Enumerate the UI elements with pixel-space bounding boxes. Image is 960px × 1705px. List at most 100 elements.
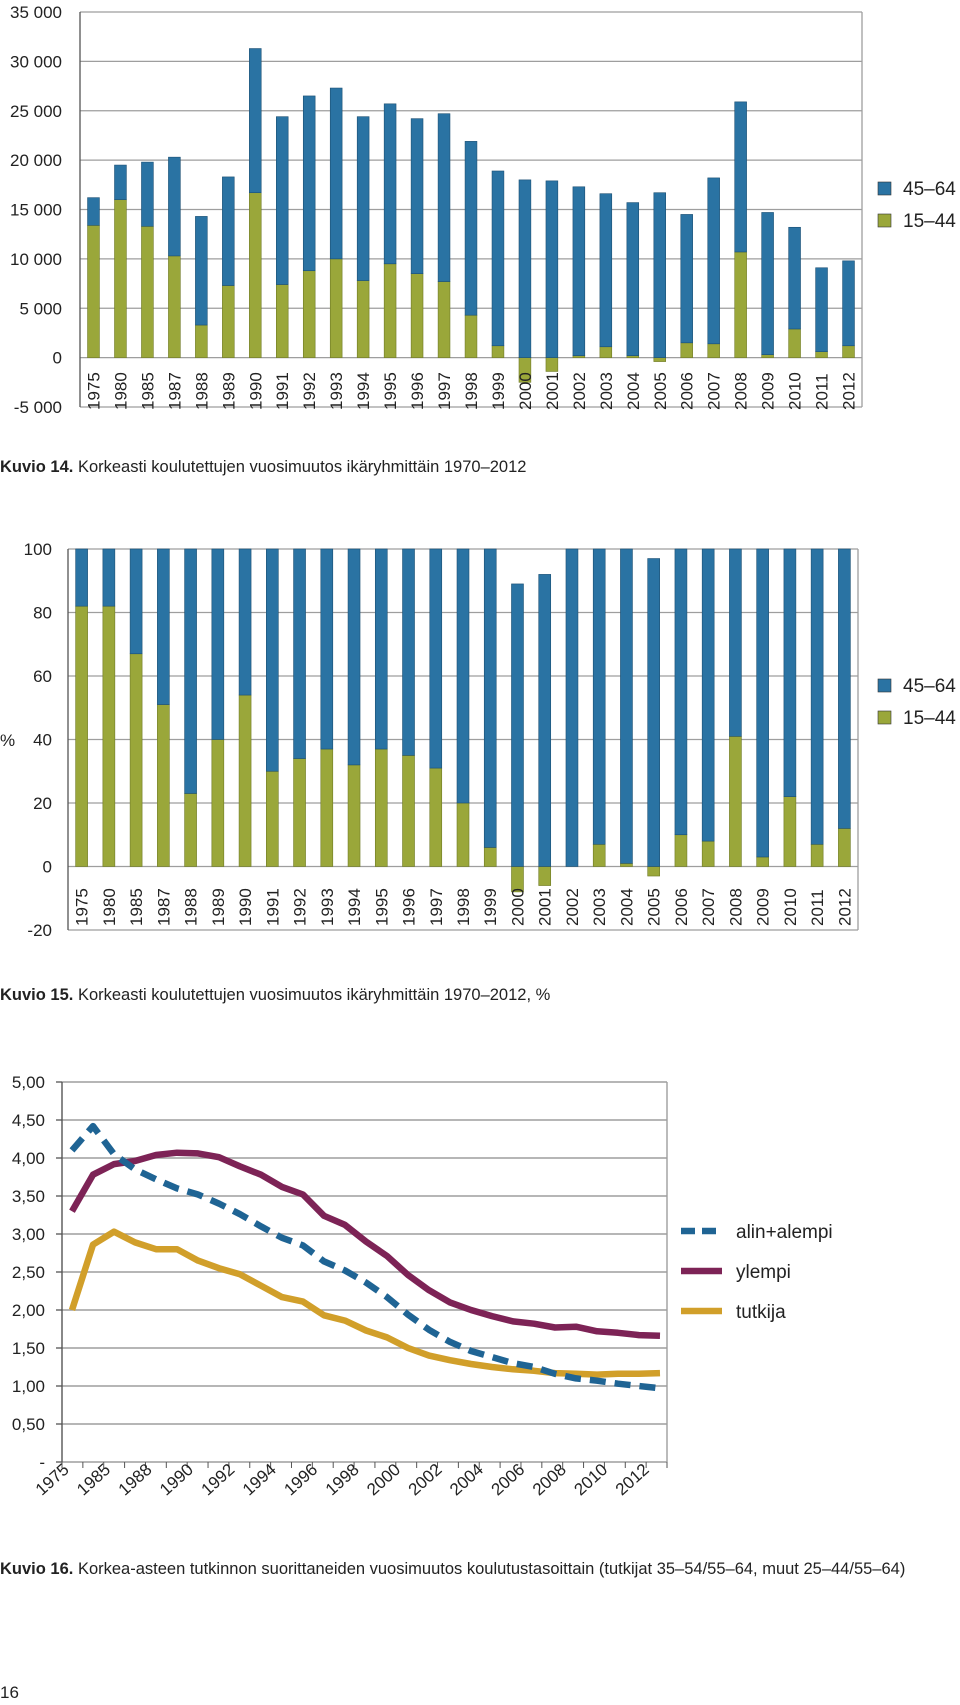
page-number: 16 (0, 1683, 19, 1702)
bar-15-44 (266, 770, 279, 867)
x-tick-label: 2001 (536, 888, 555, 926)
y-tick-label: 5,00 (12, 1073, 45, 1092)
bar-15-44 (653, 357, 666, 362)
x-tick-label: 1992 (198, 1460, 239, 1499)
bar-15-44 (734, 251, 747, 358)
bar-45-64 (211, 548, 225, 740)
bar-15-44 (491, 345, 505, 358)
x-tick-label: 2002 (570, 372, 589, 410)
y-tick-label: 3,00 (12, 1225, 45, 1244)
x-tick-label: 1994 (354, 372, 373, 410)
caption-kuvio-14: Kuvio 14. Korkeasti koulutettujen vuosim… (0, 458, 526, 477)
bar-15-44 (141, 225, 154, 358)
bar-15-44 (184, 793, 197, 867)
bar-15-44 (647, 866, 660, 877)
bar-15-44 (511, 866, 524, 893)
caption-text: Korkeasti koulutettujen vuosimuutos ikär… (73, 986, 551, 1004)
x-tick-label: 2001 (543, 372, 562, 410)
bar-15-44 (756, 856, 769, 867)
legend-swatch (877, 213, 892, 228)
x-tick-label: 1985 (73, 1460, 114, 1499)
bar-45-64 (102, 548, 116, 607)
x-tick-label: 2004 (624, 372, 643, 410)
x-tick-label: 1998 (462, 372, 481, 410)
x-tick-label: 2008 (529, 1460, 570, 1499)
x-tick-label: 2010 (781, 888, 800, 926)
caption-kuvio-15: Kuvio 15. Korkeasti koulutettujen vuosim… (0, 986, 550, 1005)
caption-text: Korkeasti koulutettujen vuosimuutos ikär… (73, 458, 527, 476)
bar-45-64 (707, 177, 720, 345)
bar-45-64 (356, 116, 370, 281)
x-tick-label: 1994 (239, 1460, 280, 1499)
x-tick-label: 2000 (508, 888, 527, 926)
series-line-tutkija (68, 1228, 661, 1378)
bar-15-44 (329, 258, 343, 358)
bar-45-64 (266, 548, 279, 772)
x-tick-label: 2007 (705, 372, 724, 410)
bar-15-44 (788, 328, 801, 358)
bar-45-64 (545, 180, 559, 358)
bar-45-64 (157, 548, 170, 705)
bar-45-64 (222, 176, 235, 286)
bar-15-44 (293, 758, 306, 867)
x-tick-label: 1989 (209, 888, 228, 926)
bar-15-44 (674, 834, 688, 867)
bar-45-64 (329, 87, 343, 260)
y-tick-label: 0 (43, 858, 52, 877)
x-tick-label: 1975 (84, 372, 103, 410)
bar-15-44 (592, 843, 606, 867)
y-tick-label: 20 000 (10, 151, 62, 170)
x-tick-label: 1988 (192, 372, 211, 410)
x-tick-label: 1996 (400, 888, 419, 926)
y-tick-label: -5 000 (14, 398, 62, 417)
x-tick-label: 2009 (759, 372, 778, 410)
x-tick-label: 1991 (263, 888, 282, 926)
bar-45-64 (114, 164, 127, 200)
caption-label: Kuvio 14. (0, 458, 74, 476)
x-tick-label: 2005 (651, 372, 670, 410)
x-tick-label: 2000 (363, 1460, 404, 1499)
bar-15-44 (249, 192, 262, 358)
bar-45-64 (756, 548, 769, 858)
bar-15-44 (815, 351, 828, 358)
x-tick-label: 2003 (597, 372, 616, 410)
bar-15-44 (680, 342, 693, 358)
chart-kuvio-14: -5 000 0 5 000 10 000 15 000 20 000 25 000 30 0… (10, 3, 956, 417)
bar-15-44 (402, 755, 415, 867)
y-tick-label: 10 000 (10, 250, 62, 269)
x-tick-label: 2012 (840, 372, 859, 410)
bar-45-64 (729, 548, 742, 737)
bar-45-64 (538, 574, 552, 867)
x-tick-label: 2002 (405, 1460, 446, 1499)
bar-15-44 (620, 863, 633, 867)
bar-15-44 (707, 343, 720, 358)
bar-45-64 (383, 103, 397, 265)
bar-15-44 (320, 748, 334, 867)
x-tick-label: 1990 (246, 372, 265, 410)
y-tick-label: 30 000 (10, 52, 62, 71)
chart-kuvio-15: -20 0 20 40 60 80 100 1975 1980 1985 1987 1988 1989 1… (0, 540, 956, 940)
series-line-ylempi (69, 1149, 661, 1340)
legend-label: 15–44 (903, 708, 956, 729)
bar-45-64 (141, 161, 154, 227)
bar-15-44 (483, 847, 497, 867)
bar-45-64 (565, 548, 579, 867)
y-tick-label: 15 000 (10, 201, 62, 220)
y-tick-label: 25 000 (10, 102, 62, 121)
x-tick-label: 1985 (138, 372, 157, 410)
y-tick-label: 4,00 (12, 1149, 45, 1168)
bar-45-64 (511, 583, 524, 867)
y-tick-label: 0,50 (12, 1415, 45, 1434)
x-tick-label: 1990 (236, 888, 255, 926)
bar-15-44 (356, 280, 370, 358)
x-tick-label: 1998 (454, 888, 473, 926)
x-tick-label: 1997 (427, 888, 446, 926)
bar-45-64 (410, 118, 424, 274)
bar-15-44 (75, 605, 88, 867)
x-tick-label: 1980 (111, 372, 130, 410)
caption-label: Kuvio 16. (0, 1560, 74, 1578)
bar-15-44 (838, 828, 851, 867)
y-tick-label: 100 (24, 540, 52, 559)
bar-45-64 (302, 95, 316, 272)
y-tick-label: 4,50 (12, 1111, 45, 1130)
